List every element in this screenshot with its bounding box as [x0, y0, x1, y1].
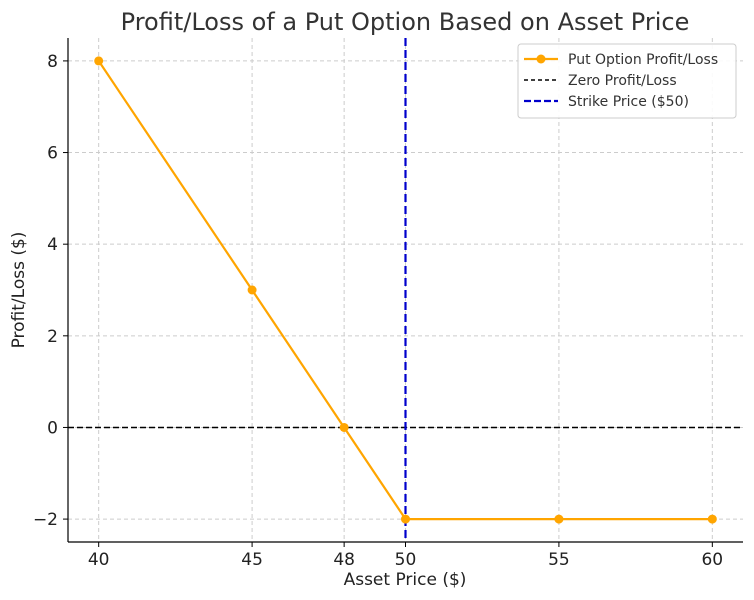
- y-tick-label: 4: [47, 235, 58, 255]
- x-tick-label: 50: [395, 550, 417, 570]
- y-axis-label: Profit/Loss ($): [9, 232, 29, 349]
- grid-lines: [68, 38, 743, 542]
- y-tick-label: 2: [47, 327, 58, 347]
- data-point: [247, 285, 257, 295]
- reference-lines: [68, 38, 743, 542]
- data-point: [707, 514, 717, 524]
- legend-box: [517, 43, 737, 119]
- chart-title: Profit/Loss of a Put Option Based on Ass…: [121, 8, 690, 36]
- data-point: [339, 422, 349, 432]
- x-tick-label: 55: [548, 550, 570, 570]
- legend-label: Put Option Profit/Loss: [568, 52, 718, 68]
- y-tick-label: −2: [33, 510, 58, 530]
- tick-labels: 40 45 48 50 55 60 −2 0 2 4 6 8: [33, 52, 723, 570]
- y-tick-label: 6: [47, 144, 58, 164]
- legend: Put Option Profit/Loss Zero Profit/Loss St…: [517, 43, 737, 119]
- legend-marker: [536, 54, 546, 64]
- legend-label: Strike Price ($50): [568, 94, 689, 110]
- x-axis-label: Asset Price ($): [344, 570, 467, 590]
- put-option-line: [97, 60, 713, 521]
- y-tick-label: 0: [47, 418, 58, 438]
- data-point: [94, 56, 104, 66]
- x-tick-label: 45: [241, 550, 263, 570]
- y-tick-label: 8: [47, 52, 58, 72]
- series-layer: [94, 56, 717, 524]
- legend-label: Zero Profit/Loss: [568, 73, 677, 89]
- x-tick-label: 60: [701, 550, 723, 570]
- x-tick-label: 48: [333, 550, 355, 570]
- x-tick-label: 40: [88, 550, 110, 570]
- data-point: [554, 514, 564, 524]
- axes: [63, 38, 743, 547]
- data-point: [401, 514, 410, 524]
